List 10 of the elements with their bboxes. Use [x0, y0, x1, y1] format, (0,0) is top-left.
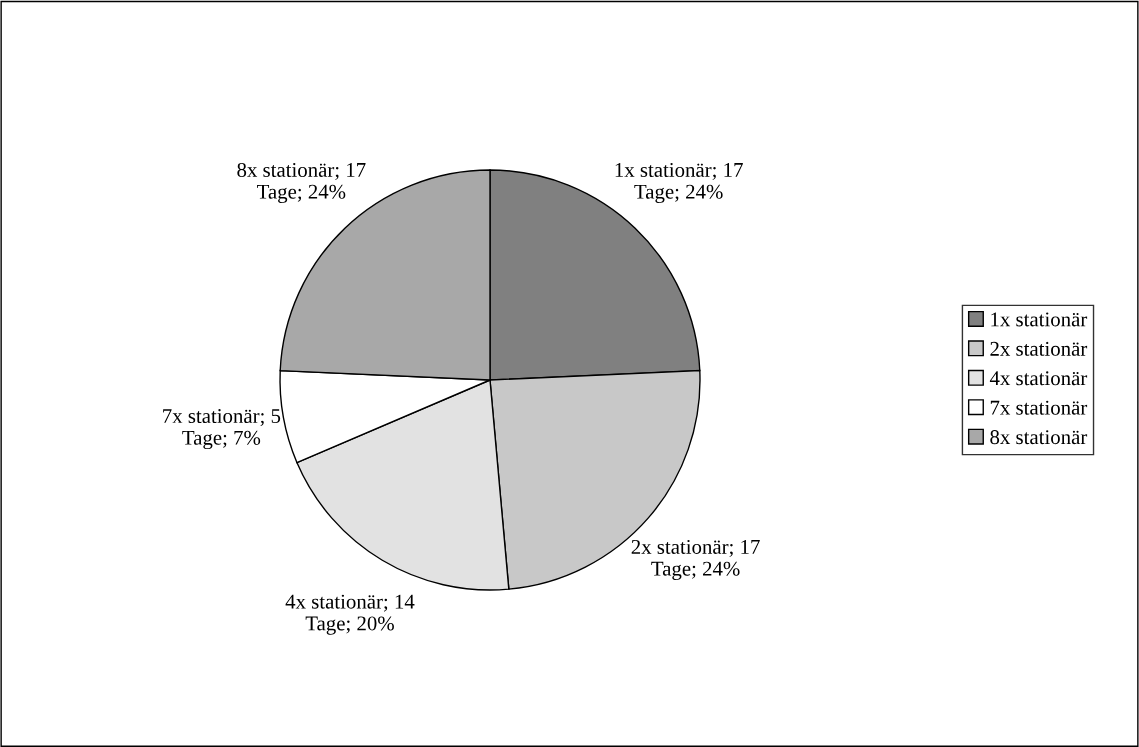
data-label: 7x stationär; 5 Tage; 7%: [163, 409, 281, 450]
data-label: 2x stationär; 17 Tage; 24%: [631, 539, 760, 580]
legend-label: 8x stationär: [990, 430, 1088, 445]
data-label: 8x stationär; 17 Tage; 24%: [237, 162, 366, 204]
data-label: 1x stationär; 17 Tage; 24%: [615, 162, 743, 204]
legend-label: 7x stationär: [990, 400, 1088, 415]
legend-label: 4x stationär: [989, 371, 1088, 386]
legend-label: 1x stationär: [991, 312, 1088, 327]
legend-label: 2x stationär: [990, 341, 1088, 356]
data-label: 4x stationär; 14 Tage; 20%: [285, 594, 415, 635]
